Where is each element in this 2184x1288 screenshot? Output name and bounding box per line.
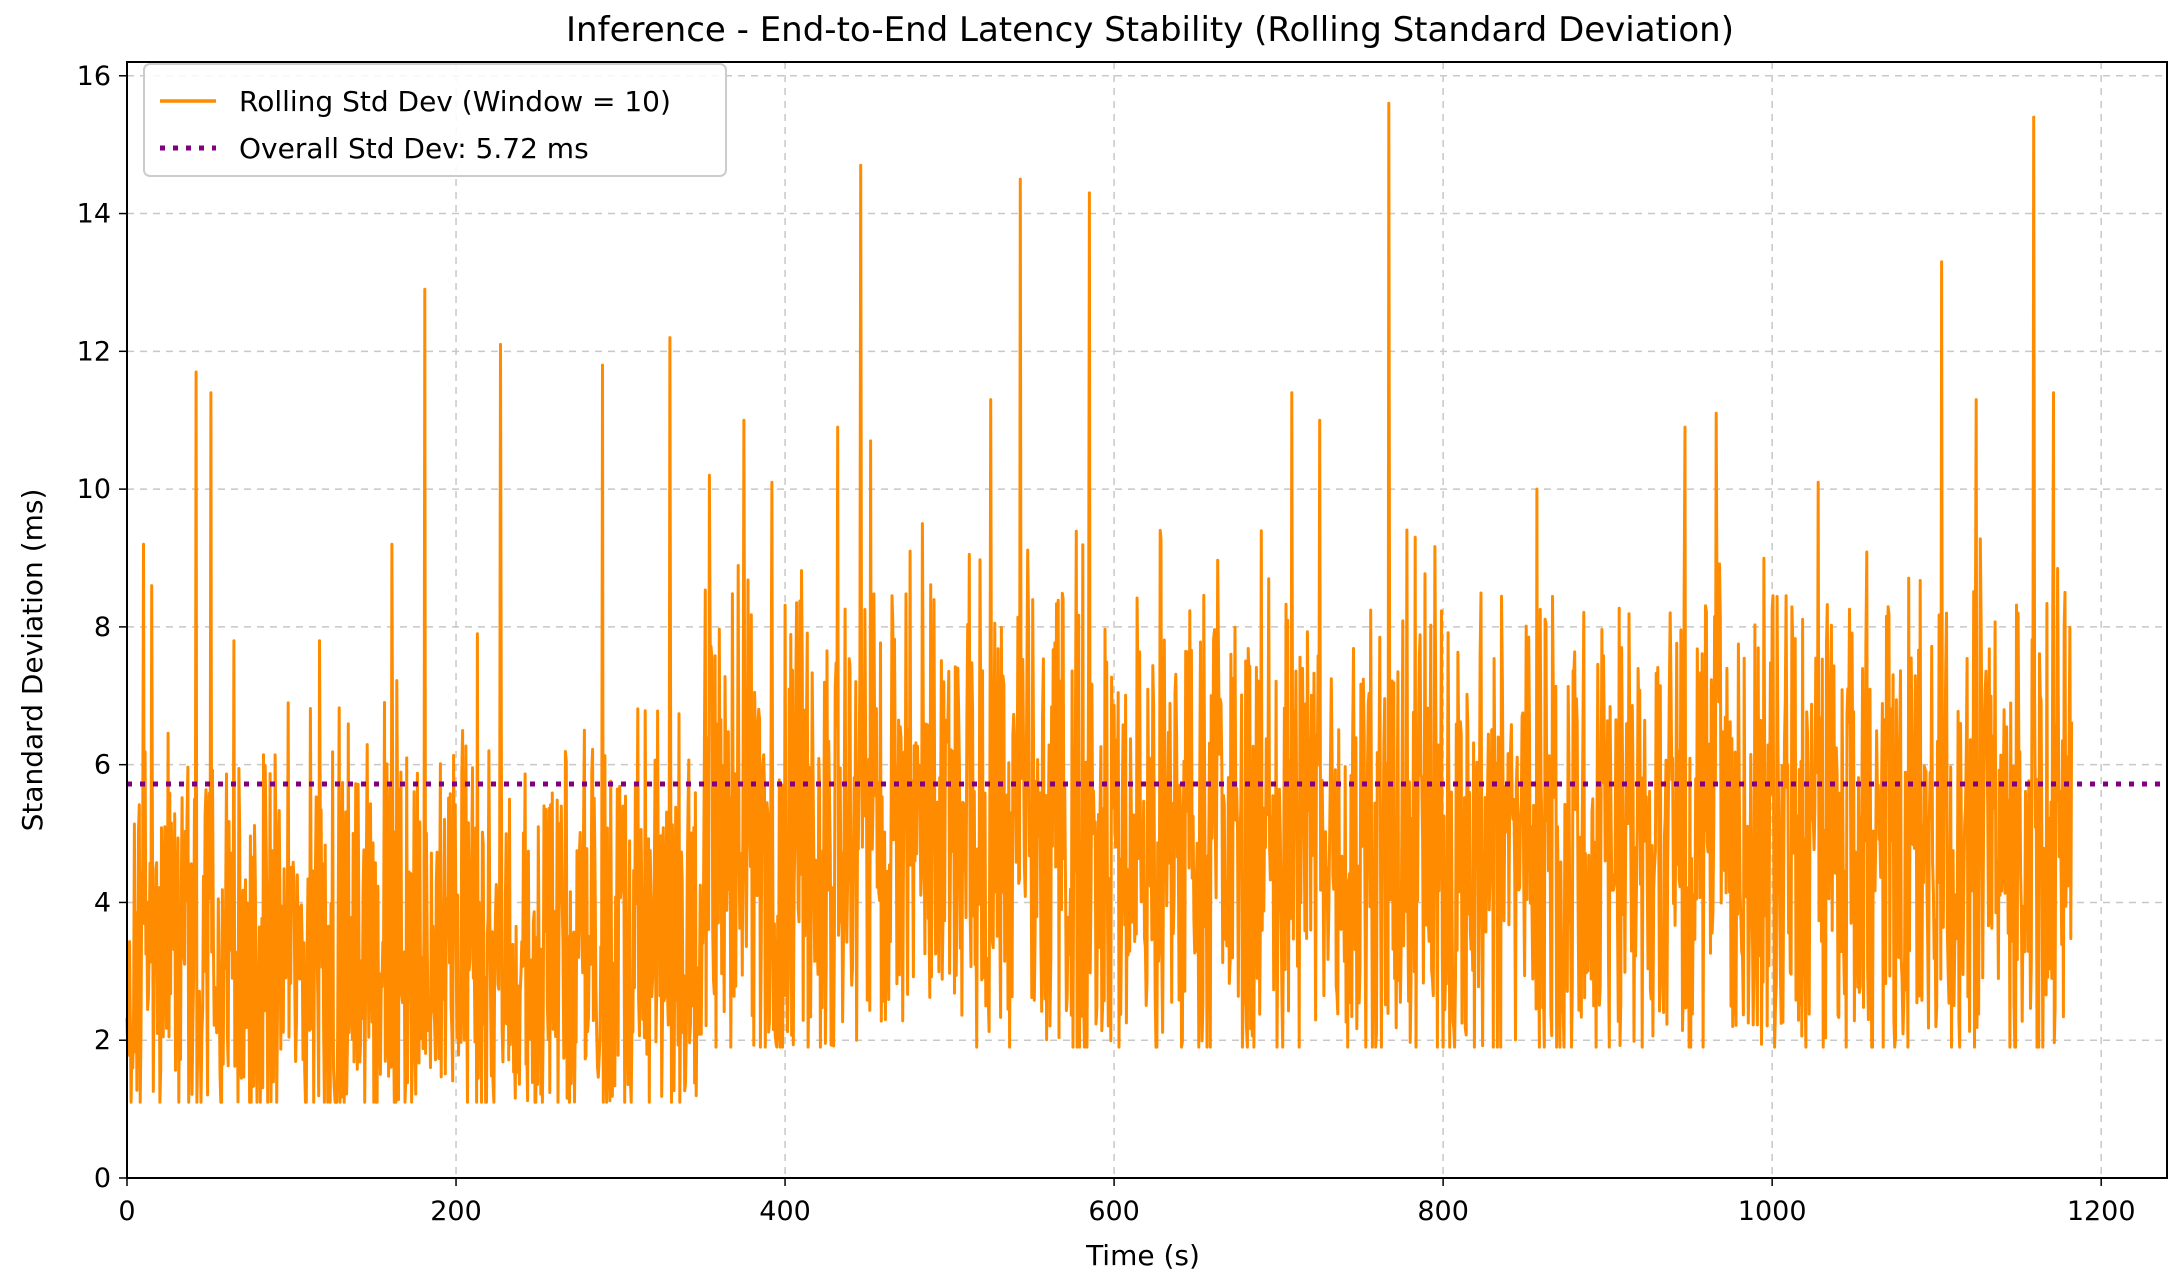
x-tick-label: 0 <box>118 1196 135 1227</box>
axes: 0 200 400 600 800 1000 1200 0 2 4 6 8 10 12 14 16 <box>77 61 2168 1227</box>
y-axis-label: Standard Deviation (ms) <box>16 489 49 832</box>
chart-title: Inference - End-to-End Latency Stability… <box>566 10 1734 50</box>
x-tick-label: 200 <box>430 1196 482 1227</box>
rolling-std-series <box>125 101 2074 1104</box>
x-tick-label: 600 <box>1088 1196 1140 1227</box>
legend-label-rolling-std: Rolling Std Dev (Window = 10) <box>239 85 671 118</box>
y-tick-label: 0 <box>94 1163 111 1194</box>
rolling-std-line <box>125 101 2074 1104</box>
x-tick-label: 1000 <box>1738 1196 1807 1227</box>
plot-frame <box>126 61 2168 1179</box>
y-tick-label: 2 <box>94 1025 111 1056</box>
y-tick-label: 10 <box>77 474 111 505</box>
y-tick-label: 6 <box>94 750 111 781</box>
x-tick-label: 800 <box>1417 1196 1469 1227</box>
legend-label-overall-std: Overall Std Dev: 5.72 ms <box>239 132 589 165</box>
y-tick-label: 12 <box>77 336 111 367</box>
y-tick-label: 16 <box>77 61 111 92</box>
legend: Rolling Std Dev (Window = 10) Overall St… <box>143 63 727 177</box>
x-tick-label: 400 <box>759 1196 811 1227</box>
y-tick-label: 14 <box>77 199 111 230</box>
x-axis-label: Time (s) <box>1085 1239 1200 1272</box>
legend-box <box>143 63 727 177</box>
y-tick-label: 8 <box>94 612 111 643</box>
y-tick-label: 4 <box>94 887 111 918</box>
x-tick-label: 1200 <box>2067 1196 2136 1227</box>
